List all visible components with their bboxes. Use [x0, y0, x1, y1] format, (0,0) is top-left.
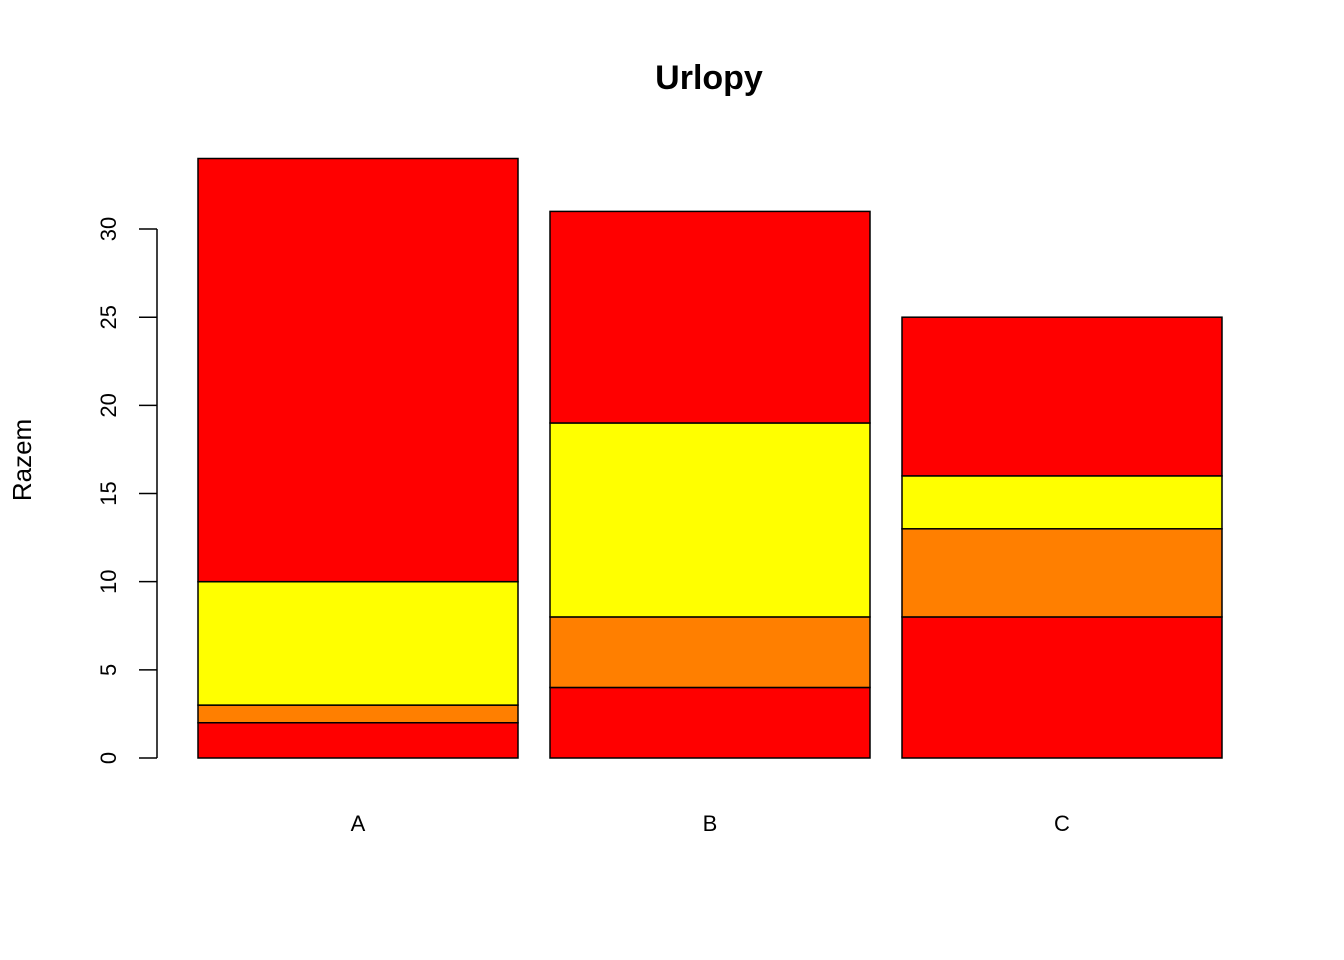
- y-tick-label: 5: [96, 664, 121, 676]
- x-tick-label: A: [351, 811, 366, 836]
- bar-segment: [549, 686, 871, 759]
- bar-segment: [901, 475, 1223, 530]
- bar-segment: [197, 580, 519, 706]
- bar-segment: [197, 721, 519, 759]
- y-tick-label: 30: [96, 217, 121, 241]
- chart-title: Urlopy: [655, 59, 763, 97]
- y-tick-label: 0: [96, 752, 121, 764]
- bar-segment: [901, 316, 1223, 477]
- bar-segment: [549, 616, 871, 689]
- y-axis-title: Razem: [7, 419, 37, 501]
- bar-segment: [549, 422, 871, 618]
- bar-segment: [197, 704, 519, 724]
- y-tick-label: 10: [96, 569, 121, 593]
- bar-segment: [197, 157, 519, 583]
- bar-segment: [549, 210, 871, 424]
- y-tick-label: 20: [96, 393, 121, 417]
- x-tick-label: C: [1054, 811, 1070, 836]
- bar-segment: [901, 616, 1223, 759]
- y-tick-label: 25: [96, 305, 121, 329]
- y-tick-label: 15: [96, 481, 121, 505]
- bar-segment: [901, 528, 1223, 618]
- x-tick-label: B: [703, 811, 718, 836]
